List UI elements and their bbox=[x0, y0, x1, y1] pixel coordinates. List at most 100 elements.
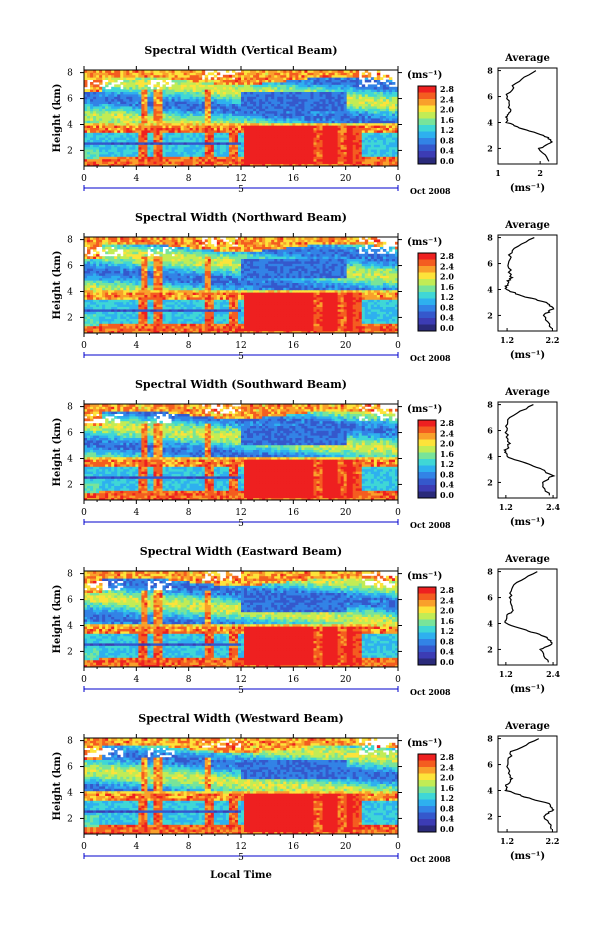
heatmap-cell bbox=[132, 98, 136, 102]
heatmap-cell bbox=[225, 115, 230, 119]
heatmap-cell bbox=[280, 86, 284, 90]
heatmap-cell bbox=[138, 125, 142, 128]
heatmap-cell bbox=[213, 151, 218, 155]
heatmap-cell bbox=[216, 163, 221, 167]
heatmap-cell bbox=[129, 108, 133, 112]
heatmap-cell bbox=[156, 144, 160, 148]
heatmap-cell bbox=[277, 146, 281, 150]
heatmap-cell bbox=[129, 84, 133, 88]
heatmap-cell bbox=[253, 89, 257, 92]
heatmap-cell bbox=[225, 77, 230, 80]
heatmap-cell bbox=[186, 156, 191, 160]
heatmap-cell bbox=[117, 323, 121, 327]
heatmap-cell bbox=[108, 77, 112, 80]
heatmap-cell bbox=[93, 321, 97, 324]
heatmap-cell bbox=[325, 151, 329, 155]
heatmap-cell bbox=[207, 103, 212, 107]
heatmap-cell bbox=[286, 98, 290, 102]
heatmap-cell bbox=[298, 146, 302, 150]
heatmap-cell bbox=[295, 125, 299, 128]
heatmap-cell bbox=[141, 321, 145, 324]
heatmap-cell bbox=[216, 77, 221, 80]
heatmap-cell bbox=[138, 94, 142, 97]
heatmap-cell bbox=[262, 139, 266, 143]
heatmap-cell bbox=[207, 328, 212, 331]
heatmap-cell bbox=[198, 130, 203, 133]
heatmap-cell bbox=[189, 149, 194, 152]
heatmap-cell bbox=[231, 139, 236, 143]
heatmap-cell bbox=[147, 110, 151, 114]
heatmap-cell bbox=[120, 98, 124, 102]
heatmap-cell bbox=[108, 158, 112, 162]
heatmap-cell bbox=[301, 149, 305, 152]
heatmap-cell bbox=[265, 156, 269, 160]
heatmap-cell bbox=[198, 137, 203, 140]
heatmap-cell bbox=[316, 149, 320, 152]
heatmap-cell bbox=[370, 125, 375, 128]
heatmap-cell bbox=[319, 120, 323, 124]
heatmap-cell bbox=[114, 110, 118, 114]
heatmap-cell bbox=[379, 149, 384, 152]
heatmap-cell bbox=[385, 316, 390, 319]
heatmap-cell bbox=[114, 77, 118, 80]
heatmap-cell bbox=[334, 151, 339, 155]
heatmap-cell bbox=[313, 325, 317, 329]
heatmap-cell bbox=[165, 113, 169, 116]
heatmap-cell bbox=[219, 149, 224, 152]
heatmap-cell bbox=[195, 72, 200, 76]
heatmap-cell bbox=[156, 142, 160, 145]
heatmap-cell bbox=[165, 163, 169, 167]
heatmap-cell bbox=[352, 142, 357, 145]
heatmap-cell bbox=[114, 149, 118, 152]
heatmap-cell bbox=[183, 72, 188, 76]
heatmap-cell bbox=[283, 110, 287, 114]
heatmap-cell bbox=[247, 130, 251, 133]
heatmap-cell bbox=[228, 98, 233, 102]
heatmap-cell bbox=[250, 146, 254, 150]
heatmap-cell bbox=[304, 323, 308, 327]
heatmap-cell bbox=[177, 330, 182, 334]
heatmap-cell bbox=[376, 161, 381, 164]
heatmap-cell bbox=[250, 89, 254, 92]
heatmap-cell bbox=[379, 156, 384, 160]
heatmap-cell bbox=[376, 328, 381, 331]
heatmap-cell bbox=[280, 108, 284, 112]
heatmap-cell bbox=[99, 115, 103, 119]
heatmap-cell bbox=[298, 134, 302, 138]
heatmap-cell bbox=[114, 316, 118, 319]
heatmap-cell bbox=[96, 316, 100, 319]
heatmap-cell bbox=[228, 84, 233, 88]
heatmap-cell bbox=[364, 158, 369, 162]
heatmap-cell bbox=[373, 122, 378, 126]
heatmap-cell bbox=[295, 72, 299, 76]
heatmap-cell bbox=[373, 110, 378, 114]
heatmap-cell bbox=[337, 134, 342, 138]
heatmap-cell bbox=[274, 158, 278, 162]
heatmap-cell bbox=[102, 311, 106, 315]
heatmap-cell bbox=[186, 318, 191, 322]
heatmap-cell bbox=[340, 330, 345, 334]
heatmap-cell bbox=[108, 144, 112, 148]
heatmap-cell bbox=[198, 146, 203, 150]
colorbar-unit: (ms⁻¹) bbox=[407, 70, 442, 81]
heatmap-cell bbox=[343, 144, 348, 148]
heatmap-cell bbox=[186, 79, 191, 83]
heatmap-cell bbox=[222, 79, 227, 83]
heatmap-cell bbox=[159, 127, 163, 131]
heatmap-cell bbox=[171, 154, 175, 157]
heatmap-cell bbox=[283, 137, 287, 140]
heatmap-cell bbox=[105, 161, 109, 164]
heatmap-cell bbox=[364, 103, 369, 107]
heatmap-cell bbox=[355, 134, 360, 138]
heatmap-cell bbox=[204, 321, 209, 324]
heatmap-cell bbox=[340, 318, 345, 322]
heatmap-cell bbox=[129, 318, 133, 322]
heatmap-cell bbox=[123, 89, 127, 92]
heatmap-cell bbox=[141, 98, 145, 102]
heatmap-cell bbox=[102, 146, 106, 150]
heatmap-cell bbox=[355, 84, 360, 88]
heatmap-cell bbox=[207, 84, 212, 88]
heatmap-cell bbox=[241, 161, 245, 164]
heatmap-cell bbox=[138, 84, 142, 88]
heatmap-cell bbox=[213, 101, 218, 104]
